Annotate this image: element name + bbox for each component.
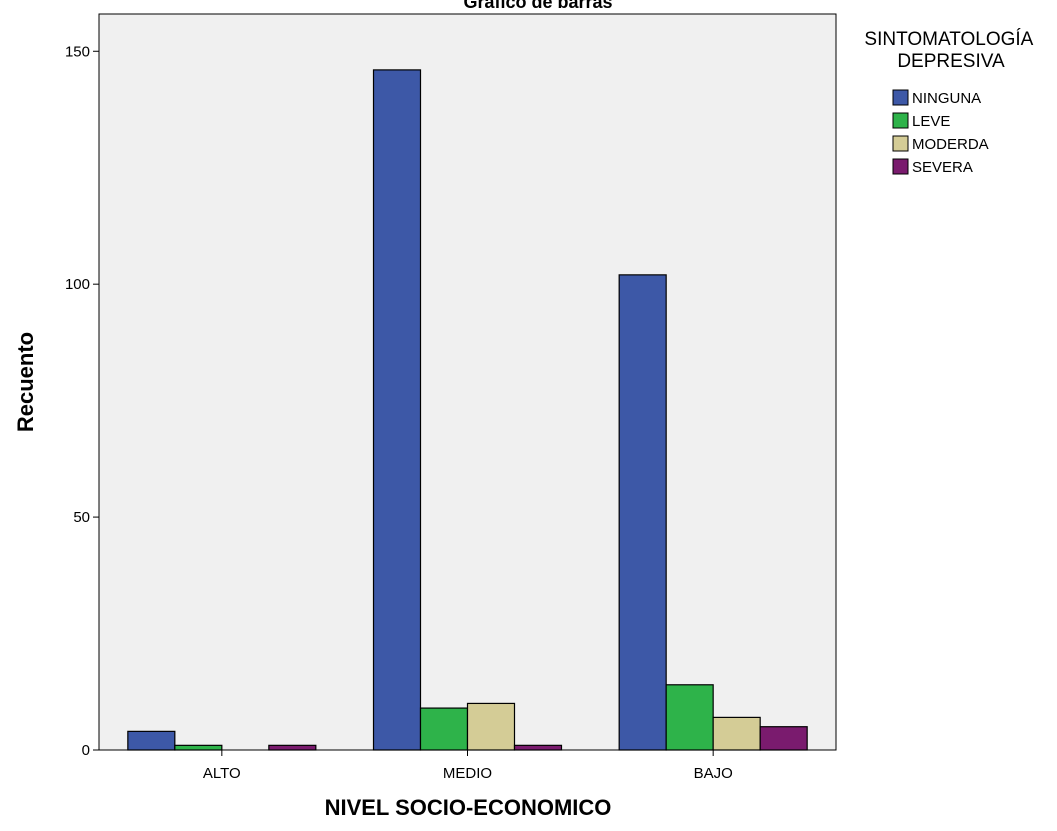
- bar-ninguna-bajo: [618, 274, 667, 751]
- legend-label-ninguna: NINGUNA: [912, 90, 981, 107]
- legend-swatch-leve: [892, 112, 909, 129]
- x-axis-title: NIVEL SOCIO-ECONOMICO: [325, 795, 612, 820]
- x-tick-label: ALTO: [203, 765, 241, 782]
- y-tick-label: 0: [82, 742, 90, 759]
- plot-area: [98, 13, 837, 751]
- y-tick-label: 150: [65, 43, 90, 60]
- bar-leve-alto: [174, 744, 223, 751]
- bar-ninguna-alto: [127, 730, 176, 751]
- bar-leve-medio: [419, 707, 469, 751]
- bar-moderda-medio: [466, 702, 516, 751]
- legend-swatch-severa: [892, 158, 909, 175]
- legend-title: SINTOMATOLOGÍA DEPRESIVA: [864, 29, 1037, 72]
- legend-label-moderda: MODERDA: [912, 136, 989, 153]
- legend-swatch-moderda: [892, 135, 909, 152]
- bar-leve-bajo: [665, 684, 714, 751]
- bar-severa-medio: [513, 744, 563, 751]
- legend: SINTOMATOLOGÍA DEPRESIVA NINGUNA LEVE MODE…: [864, 29, 1037, 176]
- bar-ninguna-medio: [372, 69, 422, 751]
- bar-severa-alto: [268, 744, 317, 751]
- chart-title: Gráfico de barras: [463, 0, 612, 12]
- x-tick-label: BAJO: [694, 765, 733, 782]
- legend-label-severa: SEVERA: [912, 159, 973, 176]
- x-tick-label: MEDIO: [443, 765, 492, 782]
- bar-severa-bajo: [759, 726, 808, 751]
- bar-moderda-bajo: [712, 716, 761, 751]
- y-tick-label: 50: [73, 509, 90, 526]
- y-tick-label: 100: [65, 276, 90, 293]
- legend-swatch-ninguna: [892, 89, 909, 106]
- y-axis-title: Recuento: [13, 332, 38, 432]
- legend-label-leve: LEVE: [912, 113, 950, 130]
